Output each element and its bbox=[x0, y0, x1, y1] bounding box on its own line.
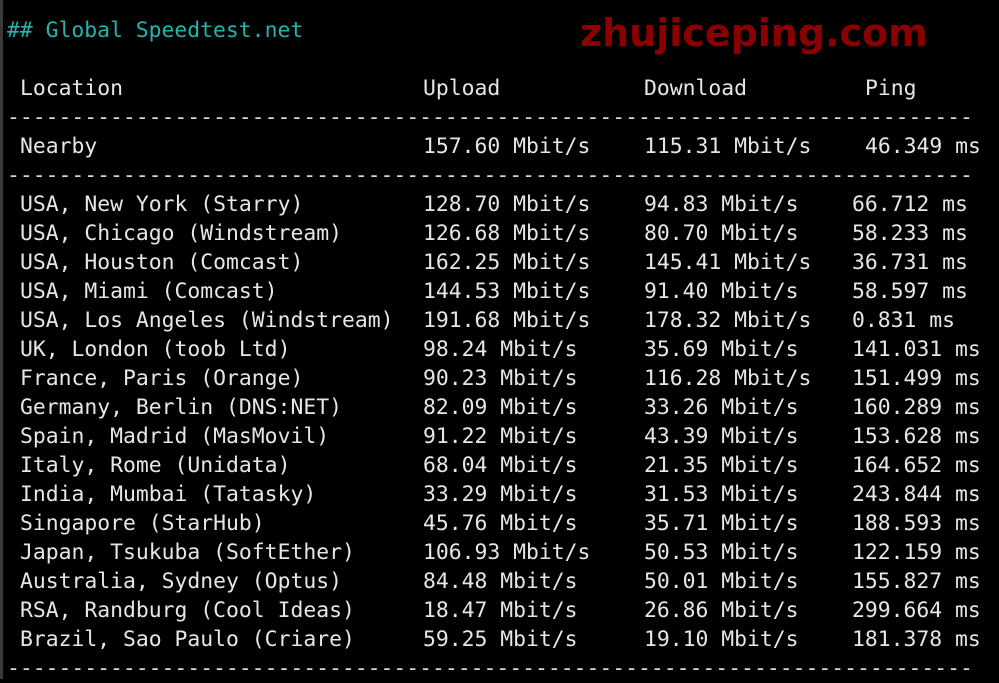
ping: 155.827 ms bbox=[852, 569, 981, 594]
location: Italy, Rome (Unidata) bbox=[20, 453, 291, 478]
ping: 66.712 ms bbox=[852, 192, 968, 217]
table-row: Germany, Berlin (DNS:NET) 82.09 Mbit/s 33.… bbox=[7, 393, 997, 422]
upload: 84.48 Mbit/s bbox=[423, 569, 578, 594]
location: Singapore (StarHub) bbox=[20, 511, 265, 536]
upload: 59.25 Mbit/s bbox=[423, 627, 578, 652]
table-row: Australia, Sydney (Optus) 84.48 Mbit/s 50.… bbox=[7, 567, 997, 596]
download: 145.41 Mbit/s bbox=[644, 250, 812, 275]
location: Spain, Madrid (MasMovil) bbox=[20, 424, 330, 449]
ping: 243.844 ms bbox=[852, 482, 981, 507]
ping: 188.593 ms bbox=[852, 511, 981, 536]
table-row: UK, London (toob Ltd) 98.24 Mbit/s 35.69 M… bbox=[7, 335, 997, 364]
upload: 126.68 Mbit/s bbox=[423, 221, 591, 246]
table-row: USA, Los Angeles (Windstream) 191.68 Mbit… bbox=[7, 306, 997, 335]
ping: 160.289 ms bbox=[852, 395, 981, 420]
location: Nearby bbox=[20, 134, 98, 159]
location: UK, London (toob Ltd) bbox=[20, 337, 291, 362]
upload: 90.23 Mbit/s bbox=[423, 366, 578, 391]
download: 19.10 Mbit/s bbox=[644, 627, 799, 652]
download: 35.69 Mbit/s bbox=[644, 337, 799, 362]
upload: 106.93 Mbit/s bbox=[423, 540, 591, 565]
location: RSA, Randburg (Cool Ideas) bbox=[20, 598, 355, 623]
download: 50.01 Mbit/s bbox=[644, 569, 799, 594]
upload: 191.68 Mbit/s bbox=[423, 308, 591, 333]
separator: ----------------------------------------… bbox=[7, 163, 973, 188]
ping: 141.031 ms bbox=[852, 337, 981, 362]
ping: 164.652 ms bbox=[852, 453, 981, 478]
table-row: Japan, Tsukuba (SoftEther) 106.93 Mbit/s 5… bbox=[7, 538, 997, 567]
location: Japan, Tsukuba (SoftEther) bbox=[20, 540, 355, 565]
location: USA, Chicago (Windstream) bbox=[20, 221, 342, 246]
ping: 151.499 ms bbox=[852, 366, 981, 391]
upload: 68.04 Mbit/s bbox=[423, 453, 578, 478]
ping: 36.731 ms bbox=[852, 250, 968, 275]
location: Australia, Sydney (Optus) bbox=[20, 569, 342, 594]
separator: ----------------------------------------… bbox=[7, 105, 973, 130]
header-download: Download bbox=[644, 76, 748, 101]
upload: 98.24 Mbit/s bbox=[423, 337, 578, 362]
header-location: Location bbox=[20, 76, 124, 101]
download: 26.86 Mbit/s bbox=[644, 598, 799, 623]
table-row: France, Paris (Orange) 90.23 Mbit/s 116.28… bbox=[7, 364, 997, 393]
download: 31.53 Mbit/s bbox=[644, 482, 799, 507]
download: 43.39 Mbit/s bbox=[644, 424, 799, 449]
upload: 128.70 Mbit/s bbox=[423, 192, 591, 217]
download: 115.31 Mbit/s bbox=[644, 134, 812, 159]
location: USA, Miami (Comcast) bbox=[20, 279, 278, 304]
table-row: USA, Miami (Comcast) 144.53 Mbit/s 91.40 M… bbox=[7, 277, 997, 306]
upload: 45.76 Mbit/s bbox=[423, 511, 578, 536]
terminal-output: ## Global Speedtest.net Location Upload … bbox=[7, 0, 997, 681]
ping: 122.159 ms bbox=[852, 540, 981, 565]
location: USA, Los Angeles (Windstream) bbox=[20, 308, 394, 333]
upload: 18.47 Mbit/s bbox=[423, 598, 578, 623]
upload: 162.25 Mbit/s bbox=[423, 250, 591, 275]
upload: 91.22 Mbit/s bbox=[423, 424, 578, 449]
download: 35.71 Mbit/s bbox=[644, 511, 799, 536]
table-row: India, Mumbai (Tatasky) 33.29 Mbit/s 31.53… bbox=[7, 480, 997, 509]
table-row: Singapore (StarHub) 45.76 Mbit/s 35.71 Mbi… bbox=[7, 509, 997, 538]
download: 178.32 Mbit/s bbox=[644, 308, 812, 333]
table-row: Brazil, Sao Paulo (Criare) 59.25 Mbit/s 19… bbox=[7, 625, 997, 654]
ping: 153.628 ms bbox=[852, 424, 981, 449]
table-row: RSA, Randburg (Cool Ideas) 18.47 Mbit/s 26… bbox=[7, 596, 997, 625]
nearby-row: Nearby 157.60 Mbit/s 115.31 Mbit/s 46.34… bbox=[7, 132, 997, 161]
table-row: Spain, Madrid (MasMovil) 91.22 Mbit/s 43.3… bbox=[7, 422, 997, 451]
window-border bbox=[0, 0, 3, 679]
header-ping: Ping bbox=[865, 76, 917, 101]
location: Germany, Berlin (DNS:NET) bbox=[20, 395, 342, 420]
upload: 33.29 Mbit/s bbox=[423, 482, 578, 507]
section-title: ## Global Speedtest.net bbox=[7, 18, 304, 43]
download: 94.83 Mbit/s bbox=[644, 192, 799, 217]
download: 116.28 Mbit/s bbox=[644, 366, 812, 391]
table-row: USA, Houston (Comcast) 162.25 Mbit/s 145.4… bbox=[7, 248, 997, 277]
header-upload: Upload bbox=[423, 76, 501, 101]
location: USA, New York (Starry) bbox=[20, 192, 304, 217]
upload: 82.09 Mbit/s bbox=[423, 395, 578, 420]
upload: 157.60 Mbit/s bbox=[423, 134, 591, 159]
table-row: USA, Chicago (Windstream) 126.68 Mbit/s 80… bbox=[7, 219, 997, 248]
table-row: Italy, Rome (Unidata) 68.04 Mbit/s 21.35 M… bbox=[7, 451, 997, 480]
download: 21.35 Mbit/s bbox=[644, 453, 799, 478]
ping: 58.233 ms bbox=[852, 221, 968, 246]
ping: 299.664 ms bbox=[852, 598, 981, 623]
location: USA, Houston (Comcast) bbox=[20, 250, 304, 275]
table-header: Location Upload Download Ping bbox=[7, 74, 997, 103]
location: Brazil, Sao Paulo (Criare) bbox=[20, 627, 355, 652]
ping: 46.349 ms bbox=[865, 134, 981, 159]
download: 80.70 Mbit/s bbox=[644, 221, 799, 246]
ping: 181.378 ms bbox=[852, 627, 981, 652]
location: France, Paris (Orange) bbox=[20, 366, 304, 391]
upload: 144.53 Mbit/s bbox=[423, 279, 591, 304]
location: India, Mumbai (Tatasky) bbox=[20, 482, 317, 507]
ping: 58.597 ms bbox=[852, 279, 968, 304]
download: 50.53 Mbit/s bbox=[644, 540, 799, 565]
ping: 0.831 ms bbox=[852, 308, 956, 333]
download: 91.40 Mbit/s bbox=[644, 279, 799, 304]
download: 33.26 Mbit/s bbox=[644, 395, 799, 420]
table-row: USA, New York (Starry) 128.70 Mbit/s 94.83… bbox=[7, 190, 997, 219]
separator: ----------------------------------------… bbox=[7, 656, 973, 681]
